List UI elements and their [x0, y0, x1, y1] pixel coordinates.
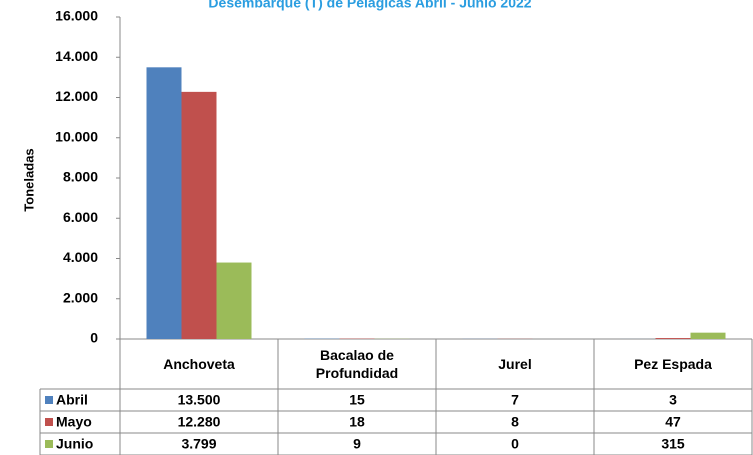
- y-tick-label: 12.000: [55, 88, 98, 104]
- value-label: 3: [669, 392, 677, 408]
- legend-label: Abril: [56, 392, 88, 408]
- y-tick-label: 0: [90, 330, 98, 346]
- value-label: 13.500: [178, 392, 221, 408]
- legend-label: Mayo: [56, 414, 92, 430]
- legend-label: Junio: [56, 436, 93, 452]
- value-label: 315: [661, 436, 685, 452]
- bar: [655, 338, 691, 339]
- y-tick-label: 8.000: [63, 169, 98, 185]
- chart-title: Desembarque (T) de Pelágicas Abril - Jun…: [208, 0, 531, 11]
- y-tick-label: 16.000: [55, 8, 98, 24]
- y-tick-label: 4.000: [63, 249, 98, 265]
- value-label: 47: [665, 414, 681, 430]
- legend-swatch: [45, 418, 53, 426]
- bar: [216, 262, 252, 339]
- y-tick-label: 14.000: [55, 48, 98, 64]
- y-tick-label: 10.000: [55, 128, 98, 144]
- x-tick-label: Anchoveta: [163, 356, 235, 372]
- value-label: 12.280: [178, 414, 221, 430]
- bar: [146, 67, 182, 339]
- x-tick-label-box: Pez Espada: [634, 356, 712, 372]
- value-label: 7: [511, 392, 519, 408]
- value-label: 9: [353, 436, 361, 452]
- x-tick-label-box: Anchoveta: [163, 356, 235, 372]
- legend-swatch: [45, 440, 53, 448]
- value-label: 15: [349, 392, 365, 408]
- x-tick-label-box: Bacalao de Profundidad: [315, 347, 399, 381]
- y-tick-label: 6.000: [63, 209, 98, 225]
- y-axis-label: Toneladas: [21, 148, 36, 211]
- bar: [690, 332, 726, 339]
- x-tick-label-box: Jurel: [498, 356, 532, 372]
- legend-swatch: [45, 396, 53, 404]
- value-label: 8: [511, 414, 519, 430]
- bar: [181, 91, 217, 340]
- y-tick-label: 2.000: [63, 289, 98, 305]
- value-label: 0: [511, 436, 519, 452]
- x-tick-label: Pez Espada: [634, 356, 712, 372]
- value-label: 18: [349, 414, 365, 430]
- x-tick-label: Jurel: [498, 356, 532, 372]
- value-label: 3.799: [181, 436, 216, 452]
- x-tick-label: Bacalao de Profundidad: [315, 347, 399, 381]
